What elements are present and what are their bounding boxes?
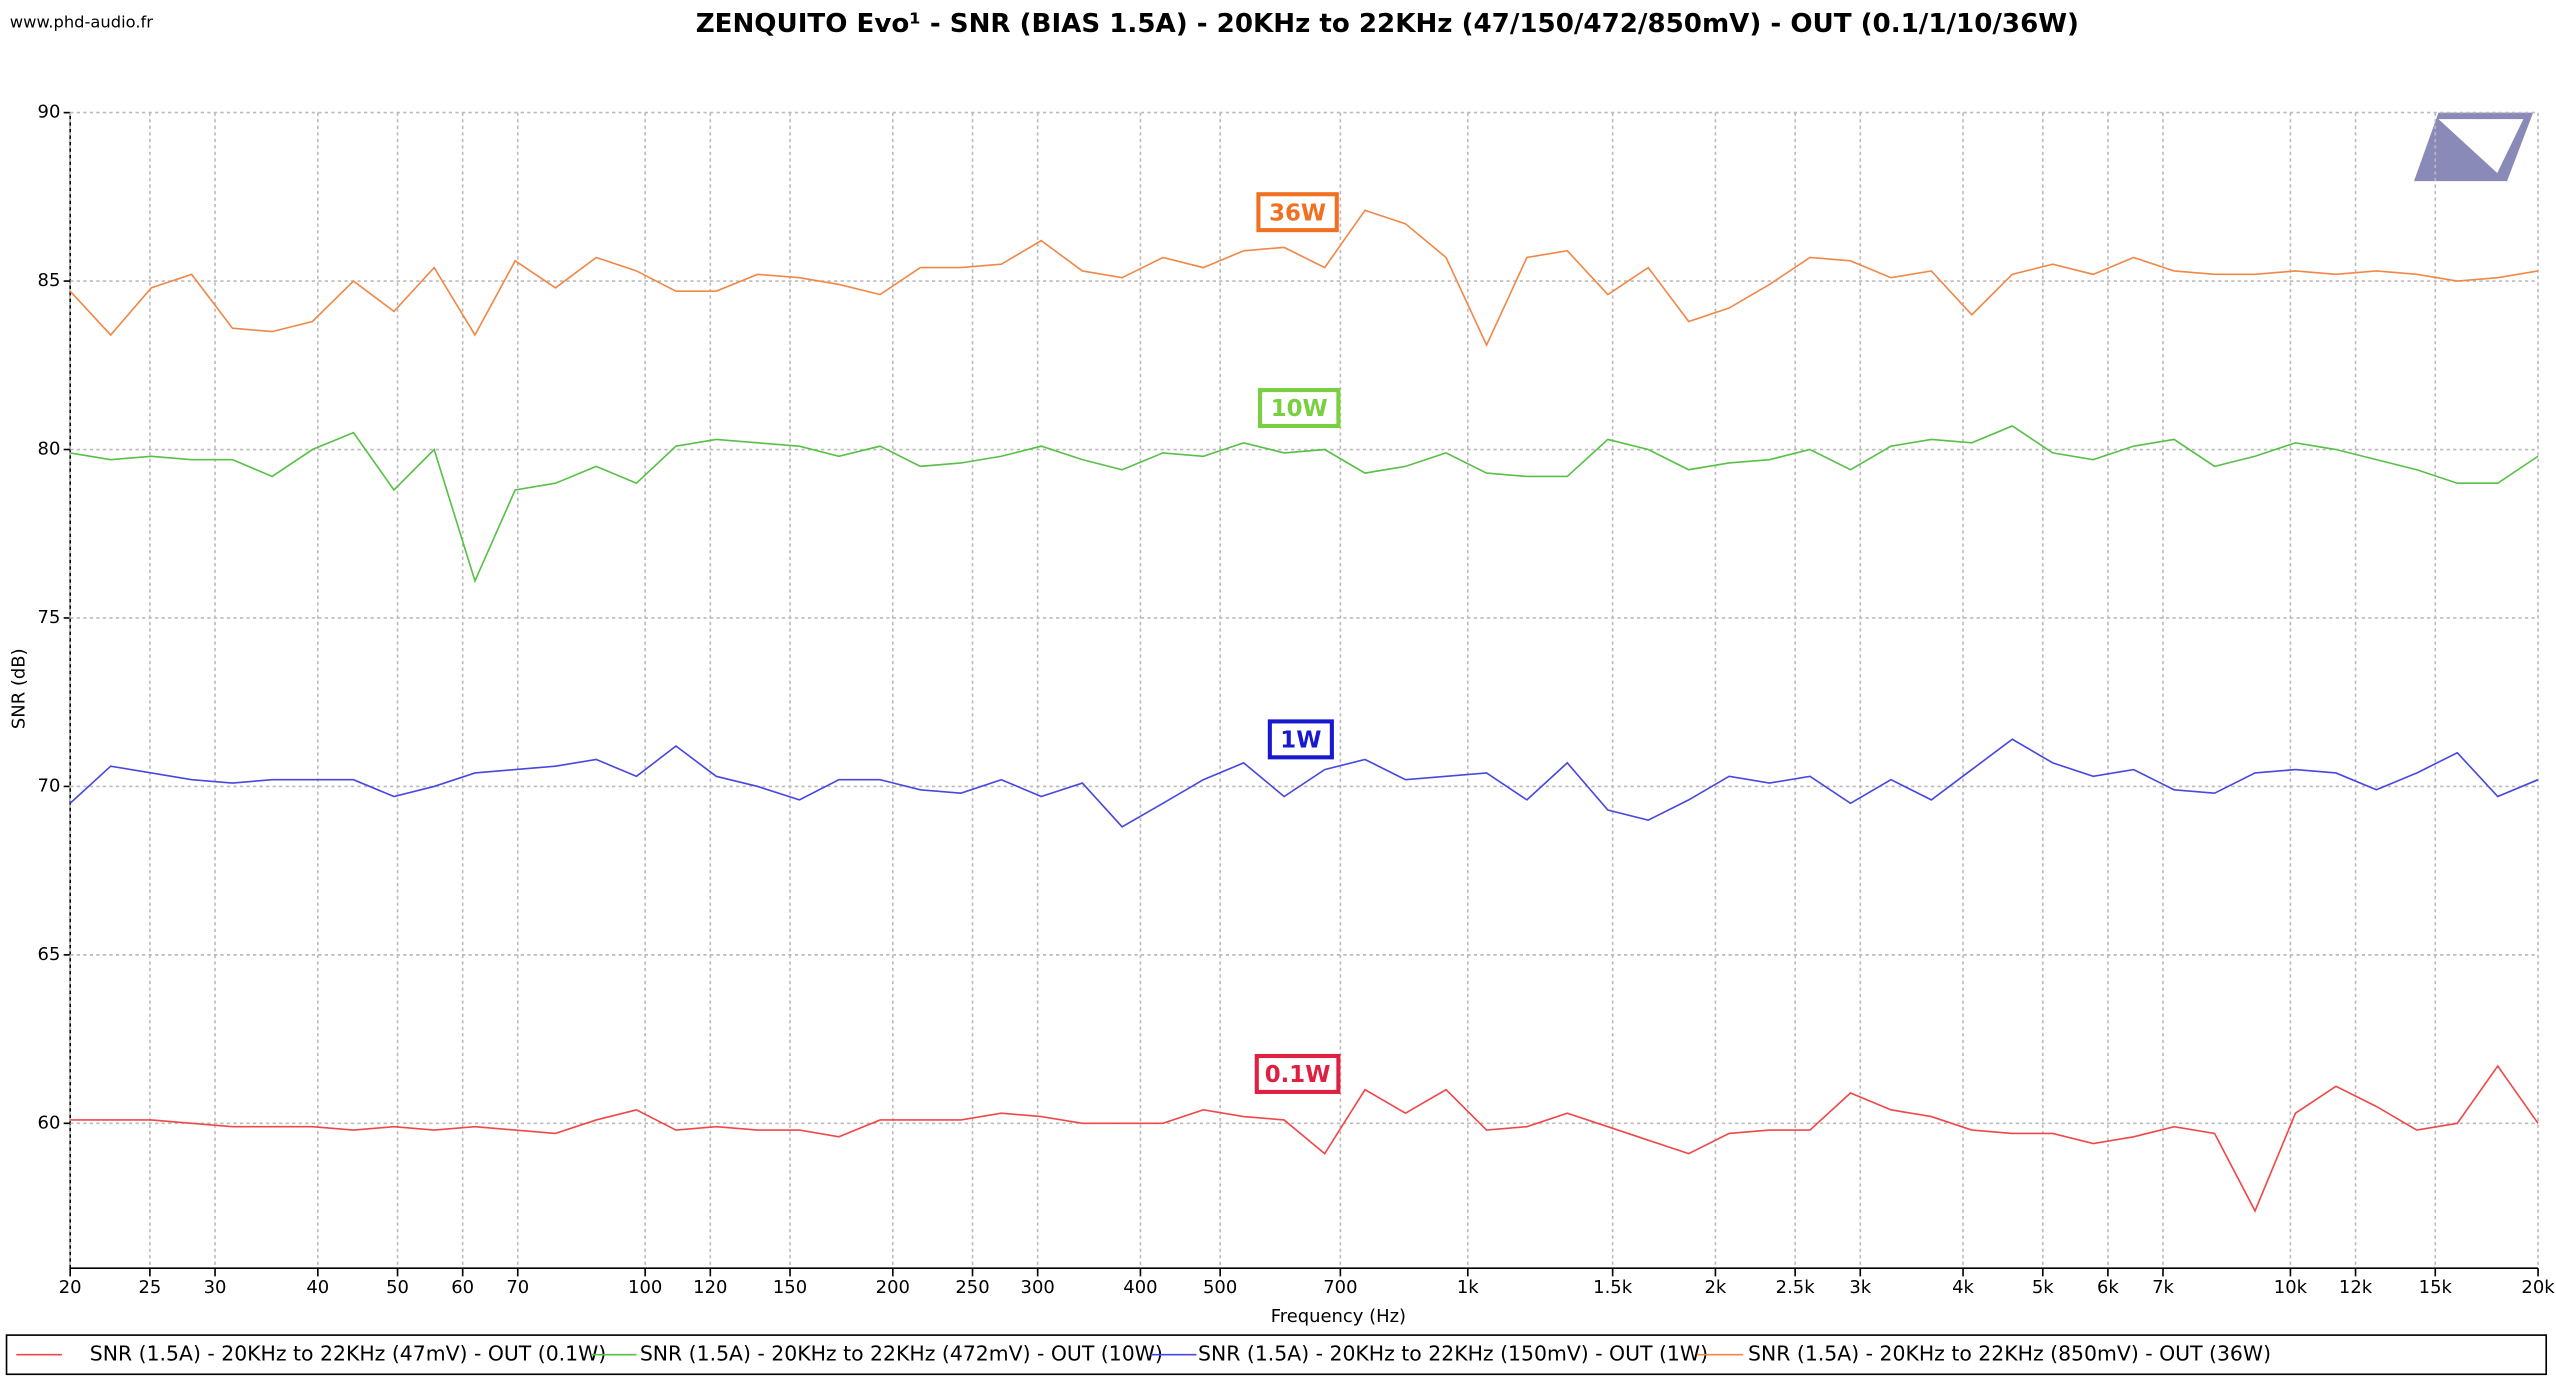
x-tick-label: 50 <box>386 1277 409 1298</box>
y-tick-label: 85 <box>38 270 61 291</box>
x-tick-label: 40 <box>306 1277 329 1298</box>
x-tick-label: 100 <box>628 1277 662 1298</box>
x-tick-label: 70 <box>506 1277 529 1298</box>
x-tick-label: 60 <box>451 1277 474 1298</box>
x-tick-label: 12k <box>2339 1277 2373 1298</box>
series-line <box>70 425 2539 584</box>
x-tick-label: 25 <box>138 1277 161 1298</box>
x-tick-label: 5k <box>2032 1277 2054 1298</box>
annotation-box <box>1254 1053 1341 1094</box>
logo <box>2414 112 2534 182</box>
series-line <box>69 738 2539 828</box>
y-tick-label: 70 <box>38 775 61 796</box>
annotation: 36W <box>1269 200 1326 226</box>
x-tick-label: 500 <box>1203 1277 1237 1298</box>
y-tick-label: 75 <box>38 607 61 628</box>
x-tick-label: 1.5k <box>1593 1277 1633 1298</box>
legend-label: SNR (1.5A) - 20KHz to 22KHz (47mV) - OUT… <box>90 1342 606 1366</box>
x-tick-label: 7k <box>2152 1277 2174 1298</box>
x-axis-label: Frequency (Hz) <box>1271 1306 1406 1327</box>
x-tick-label: 700 <box>1323 1277 1357 1298</box>
x-tick-label: 200 <box>876 1277 910 1298</box>
x-tick-label: 4k <box>1952 1277 1974 1298</box>
annotation: 1W <box>1280 728 1321 754</box>
x-tick-label: 3k <box>1849 1277 1871 1298</box>
y-axis-label: SNR (dB) <box>9 648 30 729</box>
annotation: 0.1W <box>1265 1062 1331 1088</box>
legend-label: SNR (1.5A) - 20KHz to 22KHz (150mV) - OU… <box>1198 1342 1708 1366</box>
x-tick-label: 120 <box>693 1277 727 1298</box>
x-tick-label: 6k <box>2097 1277 2119 1298</box>
y-tick-label: 60 <box>38 1112 61 1133</box>
chart-title: ZENQUITO Evo¹ - SNR (BIAS 1.5A) - 20KHz … <box>696 9 2079 39</box>
x-tick-label: 300 <box>1021 1277 1055 1298</box>
annotation: 10W <box>1271 396 1328 422</box>
x-tick-label: 30 <box>204 1277 227 1298</box>
x-tick-label: 400 <box>1123 1277 1157 1298</box>
legend-label: SNR (1.5A) - 20KHz to 22KHz (472mV) - OU… <box>640 1342 1163 1366</box>
legend-box <box>5 1334 2548 1376</box>
series-line <box>69 209 2539 348</box>
annotation-box <box>1258 388 1341 429</box>
x-tick-label: 150 <box>773 1277 807 1298</box>
x-tick-label: 15k <box>2419 1277 2453 1298</box>
x-tick-label: 2k <box>1705 1277 1727 1298</box>
y-tick-label: 90 <box>38 102 61 123</box>
watermark: www.phd-audio.fr <box>10 12 153 31</box>
x-tick-label: 20 <box>59 1277 82 1298</box>
x-tick-label: 10k <box>2274 1277 2308 1298</box>
legend-label: SNR (1.5A) - 20KHz to 22KHz (850mV) - OU… <box>1748 1342 2271 1366</box>
x-tick-label: 1k <box>1457 1277 1479 1298</box>
annotation-box <box>1267 719 1334 760</box>
series-line <box>70 1064 2539 1213</box>
x-tick-label: 20k <box>2521 1277 2555 1298</box>
annotation-box <box>1256 192 1339 233</box>
y-tick-label: 80 <box>38 439 61 460</box>
x-tick-label: 250 <box>955 1277 989 1298</box>
y-tick-label: 65 <box>38 944 61 965</box>
x-tick-label: 2.5k <box>1776 1277 1816 1298</box>
